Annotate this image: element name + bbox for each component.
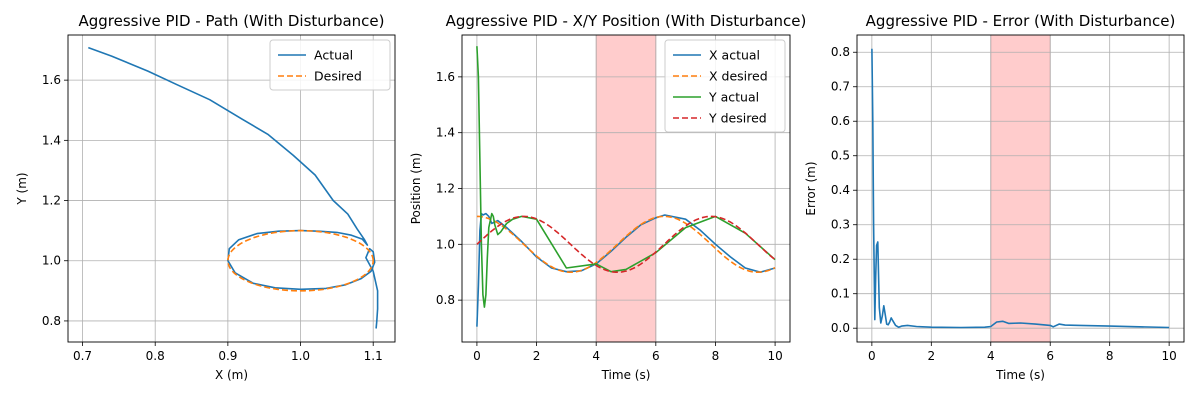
y-tick-label: 0.4 [831, 183, 850, 197]
axes-frame [67, 34, 396, 343]
chart-3: 0 2 4 6 8 10 0.0 0.1 0.2 0.3 0.4 0.5 0.6 0.7 0.8 Aggres… [804, 12, 1185, 382]
chart-2: 0 2 4 6 8 10 0.8 1.0 1.2 1.4 1.6 Aggressive PID - X… [409, 12, 806, 382]
y-tick-label: 1.0 [436, 237, 455, 251]
y-axis-label: Position (m) [409, 153, 423, 225]
x-tick-label: 8 [712, 349, 720, 363]
x-tick-label: 0 [868, 349, 876, 363]
x-tick-label: 0.7 [73, 349, 92, 363]
legend-label: Actual [314, 48, 353, 63]
legend: Actual Desired [269, 39, 391, 91]
series-group [476, 46, 776, 327]
x-tick-label: 0.9 [218, 349, 237, 363]
legend-label: Y desired [708, 111, 767, 126]
legend-label: X actual [709, 48, 760, 63]
x-tick-label: 10 [767, 349, 782, 363]
y-tick-label: 0.1 [831, 287, 850, 301]
axes-frame [461, 34, 791, 343]
disturbance-region [990, 35, 1051, 342]
x-axis-label: X (m) [215, 368, 248, 382]
y-tick-label: 0.7 [831, 80, 850, 94]
y-tick-label: 0.2 [831, 252, 850, 266]
series-group [88, 46, 379, 329]
x-tick-label: 0.8 [146, 349, 165, 363]
y-tick-label: 0.8 [42, 314, 61, 328]
x-tick-label: 6 [1046, 349, 1054, 363]
legend-label: Desired [314, 69, 362, 84]
legend-label: Y actual [708, 90, 759, 105]
y-tick-label: 0.8 [436, 293, 455, 307]
y-tick-label: 0.6 [831, 114, 850, 128]
x-axis-label: Time (s) [601, 368, 651, 382]
chart-title: Aggressive PID - Error (With Disturbance… [866, 12, 1176, 30]
y-tick-label: 1.2 [436, 182, 455, 196]
chart-title: Aggressive PID - X/Y Position (With Dist… [446, 12, 807, 30]
y-axis-label: Y (m) [15, 172, 29, 205]
series-line-x-desired [476, 215, 776, 273]
y-tick-label: 1.6 [436, 70, 455, 84]
x-tick-label: 4 [592, 349, 600, 363]
x-tick-label: 2 [927, 349, 935, 363]
legend-box [664, 39, 786, 133]
x-tick-label: 4 [987, 349, 995, 363]
x-axis-label: Time (s) [995, 368, 1045, 382]
x-tick-label: 10 [1161, 349, 1176, 363]
x-tick-label: 0 [473, 349, 481, 363]
chart-title: Aggressive PID - Path (With Disturbance) [78, 12, 384, 30]
y-axis-label: Error (m) [804, 161, 818, 215]
legend-label: X desired [709, 69, 768, 84]
series-line-y-desired [476, 215, 776, 273]
x-tick-label: 6 [652, 349, 660, 363]
legend-box [269, 39, 391, 91]
y-tick-label: 1.4 [42, 133, 61, 147]
series-group [871, 48, 1170, 329]
y-tick-label: 1.0 [42, 254, 61, 268]
x-tick-label: 2 [533, 349, 541, 363]
series-line-actual [88, 46, 379, 329]
y-tick-label: 1.6 [42, 73, 61, 87]
chart-1: 0.7 0.8 0.9 1.0 1.1 0.8 1.0 1.2 1.4 1.6 Aggressive… [15, 12, 396, 382]
series-line-desired [227, 229, 374, 292]
y-tick-label: 0.8 [831, 45, 850, 59]
y-tick-label: 0.5 [831, 149, 850, 163]
legend: X actual X desired Y actual Y desired [664, 39, 786, 133]
series-line-error [871, 48, 1170, 329]
x-tick-label: 1.1 [364, 349, 383, 363]
y-tick-label: 1.2 [42, 194, 61, 208]
y-tick-label: 0.0 [831, 321, 850, 335]
series-line-y-actual [476, 46, 776, 308]
x-tick-label: 1.0 [291, 349, 310, 363]
x-tick-label: 8 [1106, 349, 1114, 363]
axes-frame [856, 34, 1185, 343]
y-tick-label: 1.4 [436, 126, 455, 140]
y-tick-label: 0.3 [831, 218, 850, 232]
series-line-x-actual [476, 212, 776, 327]
